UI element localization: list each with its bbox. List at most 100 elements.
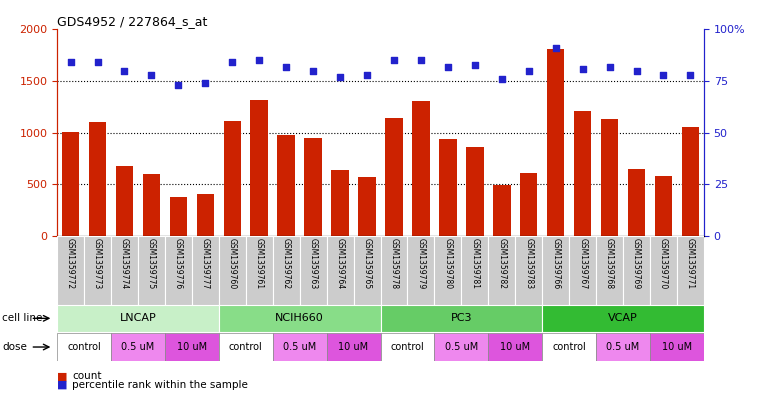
Point <box>549 45 562 51</box>
Text: GSM1359761: GSM1359761 <box>255 238 264 289</box>
Bar <box>219 236 246 305</box>
Text: LNCAP: LNCAP <box>119 313 156 323</box>
Point <box>172 82 184 88</box>
Bar <box>489 236 515 305</box>
Point <box>119 68 131 74</box>
Bar <box>439 139 457 236</box>
Text: GSM1359776: GSM1359776 <box>174 238 183 289</box>
Text: ■: ■ <box>57 380 68 390</box>
Bar <box>380 305 542 332</box>
Bar <box>272 236 300 305</box>
Text: 0.5 uM: 0.5 uM <box>607 342 640 352</box>
Point <box>469 61 481 68</box>
Text: 0.5 uM: 0.5 uM <box>283 342 317 352</box>
Text: GSM1359766: GSM1359766 <box>551 238 560 289</box>
Point <box>307 68 319 74</box>
Bar <box>219 305 380 332</box>
Text: GSM1359771: GSM1359771 <box>686 238 695 289</box>
Text: 0.5 uM: 0.5 uM <box>121 342 154 352</box>
Bar <box>278 135 295 236</box>
Bar <box>272 333 326 361</box>
Text: count: count <box>72 371 102 382</box>
Bar <box>677 236 704 305</box>
Bar <box>165 236 192 305</box>
Point <box>145 72 158 78</box>
Text: ■: ■ <box>57 371 68 382</box>
Bar <box>354 236 380 305</box>
Point <box>495 76 508 82</box>
Text: control: control <box>229 342 263 352</box>
Text: GSM1359767: GSM1359767 <box>578 238 587 289</box>
Bar <box>489 333 542 361</box>
Bar <box>84 236 111 305</box>
Bar <box>435 333 489 361</box>
Text: GSM1359774: GSM1359774 <box>120 238 129 289</box>
Bar <box>358 177 376 236</box>
Bar <box>62 132 79 236</box>
Point <box>334 74 346 80</box>
Bar <box>682 127 699 236</box>
Bar <box>331 170 349 236</box>
Text: dose: dose <box>2 342 27 352</box>
Point <box>442 63 454 70</box>
Point <box>415 57 427 64</box>
Text: GSM1359773: GSM1359773 <box>93 238 102 289</box>
Bar <box>543 236 569 305</box>
Text: GSM1359781: GSM1359781 <box>470 238 479 289</box>
Point <box>684 72 696 78</box>
Text: GSM1359763: GSM1359763 <box>309 238 317 289</box>
Bar <box>569 236 596 305</box>
Bar <box>385 118 403 236</box>
Bar <box>304 138 322 236</box>
Point <box>226 59 238 66</box>
Text: 10 uM: 10 uM <box>662 342 692 352</box>
Bar <box>547 49 565 236</box>
Point <box>65 59 77 66</box>
Bar <box>219 333 272 361</box>
Text: GSM1359768: GSM1359768 <box>605 238 614 289</box>
Text: GSM1359778: GSM1359778 <box>390 238 399 289</box>
Point <box>361 72 373 78</box>
Text: GSM1359765: GSM1359765 <box>362 238 371 289</box>
Point <box>603 63 616 70</box>
Bar <box>407 236 435 305</box>
Point <box>630 68 642 74</box>
Point <box>658 72 670 78</box>
Text: GSM1359780: GSM1359780 <box>444 238 452 289</box>
Text: 10 uM: 10 uM <box>339 342 368 352</box>
Text: GSM1359782: GSM1359782 <box>497 238 506 289</box>
Point <box>199 80 212 86</box>
Text: GSM1359783: GSM1359783 <box>524 238 533 289</box>
Point <box>280 63 292 70</box>
Text: GSM1359779: GSM1359779 <box>416 238 425 289</box>
Point <box>253 57 266 64</box>
Bar <box>170 196 187 236</box>
Text: percentile rank within the sample: percentile rank within the sample <box>72 380 248 390</box>
Bar <box>493 185 511 236</box>
Bar <box>461 236 489 305</box>
Bar <box>628 169 645 236</box>
Point <box>577 66 589 72</box>
Bar <box>111 236 138 305</box>
Point <box>388 57 400 64</box>
Bar <box>520 173 537 236</box>
Bar <box>412 101 430 236</box>
Bar <box>250 99 268 236</box>
Text: GSM1359764: GSM1359764 <box>336 238 345 289</box>
Text: control: control <box>552 342 586 352</box>
Text: 10 uM: 10 uM <box>177 342 207 352</box>
Bar <box>192 236 219 305</box>
Text: NCIH660: NCIH660 <box>275 313 324 323</box>
Bar <box>515 236 543 305</box>
Text: GDS4952 / 227864_s_at: GDS4952 / 227864_s_at <box>57 15 208 28</box>
Bar <box>224 121 241 236</box>
Text: control: control <box>67 342 101 352</box>
Bar <box>543 305 704 332</box>
Text: GSM1359769: GSM1359769 <box>632 238 641 289</box>
Bar <box>326 236 354 305</box>
Text: control: control <box>390 342 425 352</box>
Bar <box>380 333 435 361</box>
Bar <box>380 236 407 305</box>
Text: 0.5 uM: 0.5 uM <box>444 342 478 352</box>
Bar <box>601 119 619 236</box>
